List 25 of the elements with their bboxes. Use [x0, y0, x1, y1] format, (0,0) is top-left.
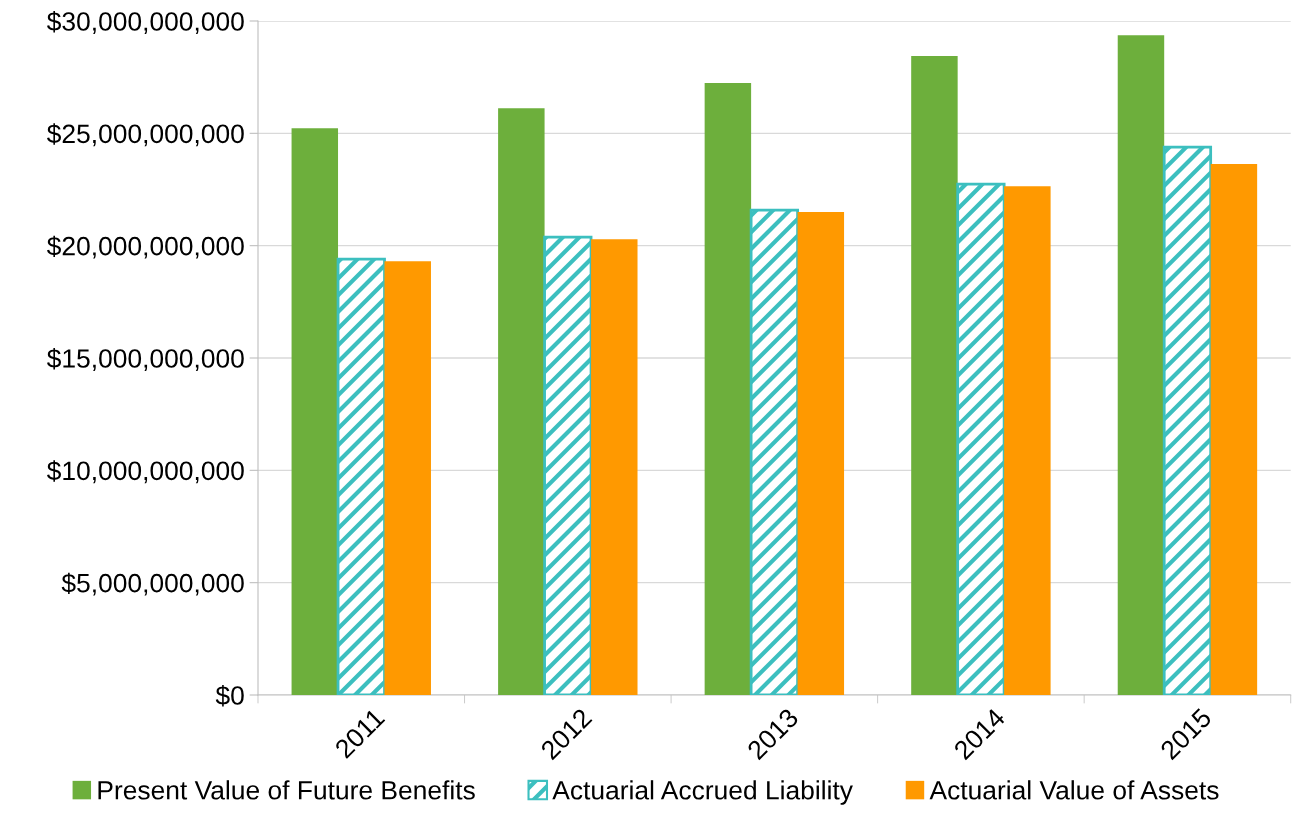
- legend-label: Present Value of Future Benefits: [98, 780, 475, 800]
- bar: [591, 239, 638, 695]
- y-tick-label: $15,000,000,000: [47, 348, 244, 371]
- bar: [749, 208, 799, 695]
- bar: [1210, 164, 1258, 695]
- legend-label: Actuarial Accrued Liability: [552, 780, 853, 805]
- y-tick-label: $25,000,000,000: [47, 123, 244, 147]
- bar: [336, 257, 386, 695]
- y-tick-label: $0: [215, 685, 244, 707]
- legend-label: Actuarial Value of Assets: [929, 780, 1219, 800]
- bar: [291, 128, 339, 695]
- bar: [956, 182, 1006, 695]
- y-tick-label: $5,000,000,000: [61, 572, 244, 596]
- bar: [1162, 145, 1213, 695]
- bar: [911, 56, 958, 695]
- bar: [1117, 35, 1165, 695]
- bar: [1004, 186, 1051, 695]
- y-tick-label: $20,000,000,000: [47, 235, 244, 259]
- bar: [498, 108, 545, 695]
- y-tick-label: $10,000,000,000: [47, 460, 244, 484]
- bar: [797, 211, 845, 695]
- bar: [543, 235, 593, 695]
- y-tick-label: $30,000,000,000: [47, 11, 244, 34]
- bar: [704, 83, 752, 695]
- bar: [384, 261, 431, 695]
